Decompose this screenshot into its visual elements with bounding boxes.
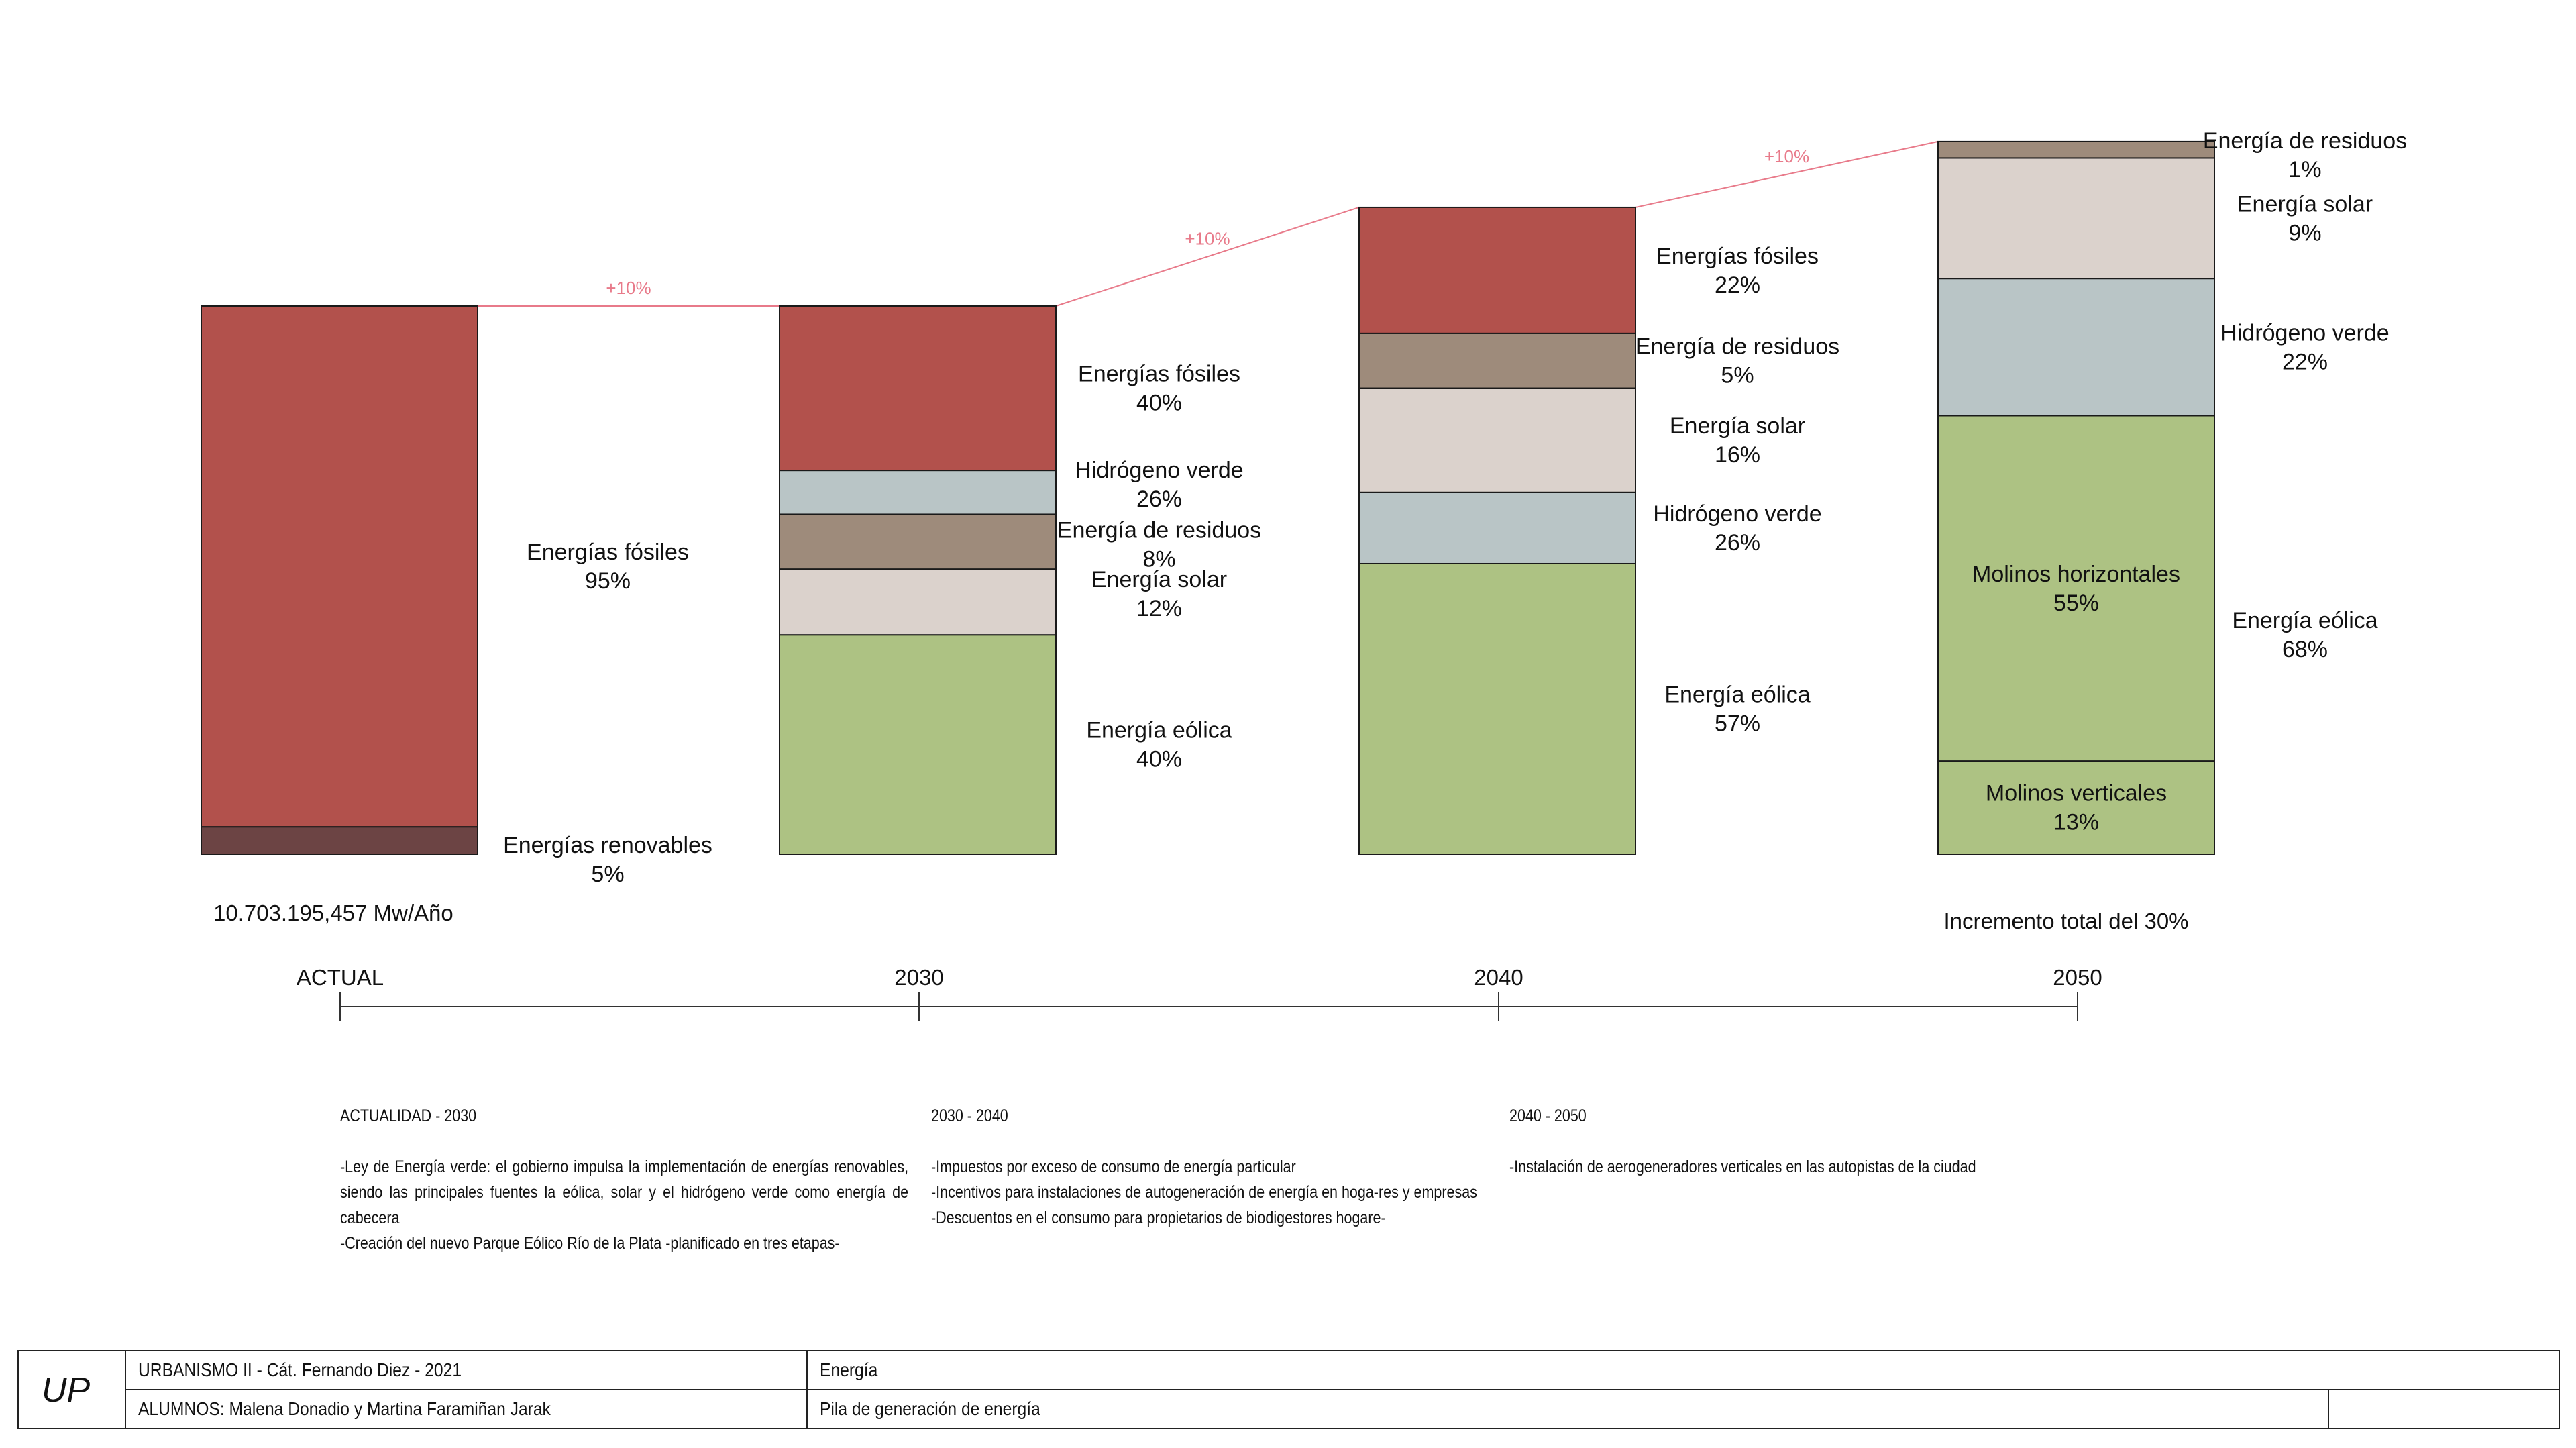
bar-segment	[1937, 140, 2215, 159]
period-line: -Incentivos para instalaciones de autoge…	[931, 1183, 1477, 1202]
segment-label: Energías fósiles 40%	[1078, 362, 1240, 416]
period-line: -Ley de Energía verde: el gobierno impul…	[340, 1157, 909, 1227]
bar-segment	[201, 826, 478, 856]
segment-label: Hidrógeno verde 26%	[1075, 458, 1243, 512]
timeline-label: 2040	[1474, 965, 1523, 990]
subsegment-label: Molinos horizontales 55%	[1972, 562, 2180, 616]
timeline-label: ACTUAL	[297, 965, 384, 990]
bar-segment	[1358, 332, 1636, 389]
topic-text: Energía	[820, 1359, 878, 1380]
bar-segment	[1358, 491, 1636, 564]
sheet-cell: Pila de generación de energía	[808, 1390, 2329, 1428]
segment-label: Energía solar 12%	[1091, 567, 1227, 621]
subsegment-label: Molinos verticales 13%	[1986, 781, 2167, 835]
increment-label: +10%	[1185, 228, 1230, 248]
bar-segment	[779, 634, 1057, 855]
timeline: ACTUAL 2030 2040 2050	[297, 965, 2102, 1021]
bar-segment	[1358, 562, 1636, 855]
logo-cell: UP	[19, 1351, 126, 1428]
topic-cell: Energía	[808, 1351, 2559, 1390]
period-line: -Instalación de aerogeneradores vertical…	[1509, 1157, 1976, 1176]
segment-label: Energía solar 9%	[2237, 191, 2373, 246]
timeline-label: 2030	[894, 965, 943, 990]
students-text: ALUMNOS: Malena Donadio y Martina Farami…	[138, 1398, 551, 1419]
segment-label: Energía de residuos 8%	[1057, 517, 1261, 572]
timeline-label: 2050	[2053, 965, 2102, 990]
bar-segment	[1937, 760, 2215, 855]
segment-label: Energías fósiles 95%	[527, 539, 689, 594]
segment-label: Hidrógeno verde 22%	[2220, 320, 2389, 374]
trend-line	[1635, 140, 1939, 208]
bar-segment	[779, 513, 1057, 570]
segment-label: Energía solar 16%	[1670, 413, 1805, 468]
bar-segment	[1937, 278, 2215, 417]
segment-label: Energía de residuos 5%	[1635, 334, 1839, 389]
up-logo: UP	[42, 1371, 91, 1410]
increment-label: +10%	[606, 278, 651, 298]
bar-segment	[1937, 415, 2215, 762]
period-line: -Creación del nuevo Parque Eólico Río de…	[340, 1234, 840, 1253]
bar-segment	[1937, 157, 2215, 280]
course-cell: URBANISMO II - Cát. Fernando Diez - 2021	[126, 1351, 808, 1390]
bar-segment	[779, 305, 1057, 472]
segment-label: Energía eólica 40%	[1086, 718, 1232, 772]
bar-segment	[779, 568, 1057, 636]
sheet-text: Pila de generación de energía	[820, 1398, 1040, 1419]
segment-label: Hidrógeno verde 26%	[1653, 501, 1821, 556]
period-note-3: 2040 - 2050 -Instalación de aerogenerado…	[1509, 1103, 2202, 1180]
title-block: UP URBANISMO II - Cát. Fernando Diez - 2…	[17, 1350, 2560, 1429]
total-increment-label: Incremento total del 30%	[1943, 909, 2188, 933]
trend-line	[1055, 206, 1360, 307]
bar-segment	[201, 305, 478, 828]
period-note-2: 2030 - 2040 -Impuestos por exceso de con…	[931, 1103, 1499, 1231]
students-cell: ALUMNOS: Malena Donadio y Martina Farami…	[126, 1390, 808, 1428]
segment-labels: Energías renovables 5% Energías fósiles 95%…	[503, 128, 2407, 887]
segment-label: Energías renovables 5%	[503, 833, 712, 887]
bar-segment	[1358, 206, 1636, 334]
trend-lines: +10% +10% +10%	[478, 140, 1939, 307]
stacked-bars	[201, 140, 2215, 856]
segment-label: Energía de residuos 1%	[2203, 128, 2407, 183]
period-line: -Descuentos en el consumo para propietar…	[931, 1208, 1386, 1227]
segment-label: Energías fósiles 22%	[1656, 244, 1819, 298]
period-title: 2040 - 2050	[1509, 1106, 1587, 1125]
group-label: Energía eólica 68%	[2232, 608, 2377, 662]
bar-segment	[779, 470, 1057, 515]
period-note-1: ACTUALIDAD - 2030 -Ley de Energía verde:…	[340, 1103, 908, 1256]
period-line: -Impuestos por exceso de consumo de ener…	[931, 1157, 1296, 1176]
course-text: URBANISMO II - Cát. Fernando Diez - 2021	[138, 1359, 462, 1380]
increment-label: +10%	[1764, 146, 1809, 166]
sheet-number-cell	[2329, 1390, 2559, 1428]
period-title: ACTUALIDAD - 2030	[340, 1106, 477, 1125]
bar-segment	[1358, 387, 1636, 493]
base-value-label: 10.703.195,457 Mw/Año	[213, 900, 453, 925]
segment-label: Energía eólica 57%	[1664, 682, 1810, 736]
period-title: 2030 - 2040	[931, 1106, 1008, 1125]
